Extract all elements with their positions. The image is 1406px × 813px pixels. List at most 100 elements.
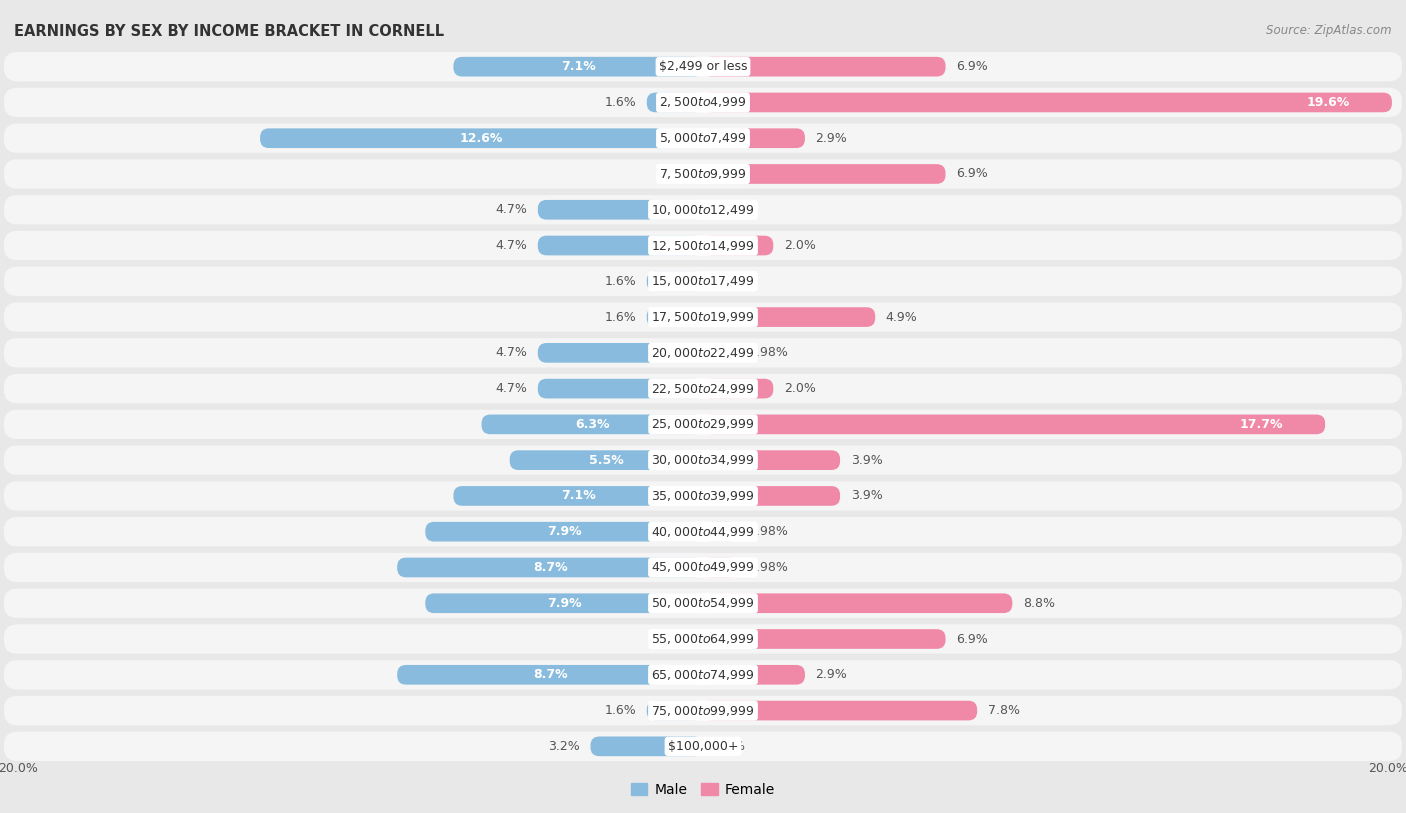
Text: 1.6%: 1.6% xyxy=(605,311,637,324)
Text: 0.0%: 0.0% xyxy=(661,167,693,180)
Text: $50,000 to $54,999: $50,000 to $54,999 xyxy=(651,596,755,611)
FancyBboxPatch shape xyxy=(703,701,977,720)
Text: 6.9%: 6.9% xyxy=(956,60,988,73)
FancyBboxPatch shape xyxy=(4,196,1402,224)
Text: $75,000 to $99,999: $75,000 to $99,999 xyxy=(651,703,755,718)
FancyBboxPatch shape xyxy=(4,267,1402,296)
FancyBboxPatch shape xyxy=(4,624,1402,654)
FancyBboxPatch shape xyxy=(4,124,1402,152)
FancyBboxPatch shape xyxy=(647,701,703,720)
Text: $40,000 to $44,999: $40,000 to $44,999 xyxy=(651,524,755,539)
FancyBboxPatch shape xyxy=(4,697,1402,724)
Text: Source: ZipAtlas.com: Source: ZipAtlas.com xyxy=(1267,24,1392,37)
Text: $15,000 to $17,499: $15,000 to $17,499 xyxy=(651,274,755,289)
Text: $12,500 to $14,999: $12,500 to $14,999 xyxy=(651,238,755,253)
Text: 3.2%: 3.2% xyxy=(548,740,581,753)
Text: 5.5%: 5.5% xyxy=(589,454,624,467)
Text: $22,500 to $24,999: $22,500 to $24,999 xyxy=(651,381,755,396)
FancyBboxPatch shape xyxy=(537,236,703,255)
Text: 0.98%: 0.98% xyxy=(748,561,787,574)
FancyBboxPatch shape xyxy=(4,232,1402,259)
Text: $7,500 to $9,999: $7,500 to $9,999 xyxy=(659,167,747,181)
FancyBboxPatch shape xyxy=(4,696,1402,725)
FancyBboxPatch shape xyxy=(4,589,1402,618)
Text: $2,500 to $4,999: $2,500 to $4,999 xyxy=(659,95,747,110)
FancyBboxPatch shape xyxy=(703,629,945,649)
FancyBboxPatch shape xyxy=(703,379,773,398)
Text: 6.3%: 6.3% xyxy=(575,418,610,431)
FancyBboxPatch shape xyxy=(703,522,738,541)
Text: 4.7%: 4.7% xyxy=(495,382,527,395)
FancyBboxPatch shape xyxy=(647,272,703,291)
FancyBboxPatch shape xyxy=(703,558,738,577)
Text: 8.8%: 8.8% xyxy=(1024,597,1054,610)
FancyBboxPatch shape xyxy=(454,486,703,506)
FancyBboxPatch shape xyxy=(4,89,1402,116)
FancyBboxPatch shape xyxy=(4,338,1402,367)
Text: 20.0%: 20.0% xyxy=(1368,762,1406,775)
Text: $5,000 to $7,499: $5,000 to $7,499 xyxy=(659,131,747,146)
Text: 4.7%: 4.7% xyxy=(495,203,527,216)
FancyBboxPatch shape xyxy=(4,661,1402,689)
Text: EARNINGS BY SEX BY INCOME BRACKET IN CORNELL: EARNINGS BY SEX BY INCOME BRACKET IN COR… xyxy=(14,24,444,39)
FancyBboxPatch shape xyxy=(4,267,1402,295)
FancyBboxPatch shape xyxy=(398,665,703,685)
Text: $35,000 to $39,999: $35,000 to $39,999 xyxy=(651,489,755,503)
Text: 12.6%: 12.6% xyxy=(460,132,503,145)
Text: 1.6%: 1.6% xyxy=(605,704,637,717)
Text: 0.0%: 0.0% xyxy=(661,633,693,646)
FancyBboxPatch shape xyxy=(4,52,1402,81)
FancyBboxPatch shape xyxy=(4,410,1402,439)
Text: 4.9%: 4.9% xyxy=(886,311,918,324)
Text: 19.6%: 19.6% xyxy=(1306,96,1350,109)
Text: 2.9%: 2.9% xyxy=(815,132,848,145)
Text: $45,000 to $49,999: $45,000 to $49,999 xyxy=(651,560,755,575)
Text: 0.98%: 0.98% xyxy=(748,346,787,359)
FancyBboxPatch shape xyxy=(591,737,703,756)
FancyBboxPatch shape xyxy=(4,733,1402,760)
FancyBboxPatch shape xyxy=(703,307,875,327)
FancyBboxPatch shape xyxy=(4,53,1402,80)
Text: $25,000 to $29,999: $25,000 to $29,999 xyxy=(651,417,755,432)
FancyBboxPatch shape xyxy=(481,415,703,434)
Text: 0.0%: 0.0% xyxy=(713,275,745,288)
FancyBboxPatch shape xyxy=(4,195,1402,224)
FancyBboxPatch shape xyxy=(647,307,703,327)
FancyBboxPatch shape xyxy=(703,665,804,685)
FancyBboxPatch shape xyxy=(4,124,1402,153)
FancyBboxPatch shape xyxy=(4,159,1402,189)
Text: 1.6%: 1.6% xyxy=(605,96,637,109)
FancyBboxPatch shape xyxy=(703,593,1012,613)
Text: $30,000 to $34,999: $30,000 to $34,999 xyxy=(651,453,755,467)
Text: 7.8%: 7.8% xyxy=(987,704,1019,717)
FancyBboxPatch shape xyxy=(4,660,1402,689)
FancyBboxPatch shape xyxy=(703,57,945,76)
FancyBboxPatch shape xyxy=(4,482,1402,510)
FancyBboxPatch shape xyxy=(703,93,1392,112)
FancyBboxPatch shape xyxy=(537,200,703,220)
FancyBboxPatch shape xyxy=(510,450,703,470)
Text: $10,000 to $12,499: $10,000 to $12,499 xyxy=(651,202,755,217)
FancyBboxPatch shape xyxy=(703,486,841,506)
Text: 6.9%: 6.9% xyxy=(956,633,988,646)
FancyBboxPatch shape xyxy=(537,343,703,363)
FancyBboxPatch shape xyxy=(425,593,703,613)
FancyBboxPatch shape xyxy=(703,343,738,363)
Text: 20.0%: 20.0% xyxy=(0,762,38,775)
FancyBboxPatch shape xyxy=(260,128,703,148)
FancyBboxPatch shape xyxy=(4,625,1402,653)
FancyBboxPatch shape xyxy=(4,589,1402,617)
Text: 7.9%: 7.9% xyxy=(547,597,582,610)
FancyBboxPatch shape xyxy=(4,374,1402,403)
Text: $2,499 or less: $2,499 or less xyxy=(659,60,747,73)
Text: 1.6%: 1.6% xyxy=(605,275,637,288)
Text: 7.1%: 7.1% xyxy=(561,489,596,502)
FancyBboxPatch shape xyxy=(454,57,703,76)
Text: 7.9%: 7.9% xyxy=(547,525,582,538)
FancyBboxPatch shape xyxy=(4,411,1402,438)
FancyBboxPatch shape xyxy=(703,164,945,184)
Text: $20,000 to $22,499: $20,000 to $22,499 xyxy=(651,346,755,360)
FancyBboxPatch shape xyxy=(4,160,1402,188)
FancyBboxPatch shape xyxy=(703,236,773,255)
Legend: Male, Female: Male, Female xyxy=(631,783,775,797)
